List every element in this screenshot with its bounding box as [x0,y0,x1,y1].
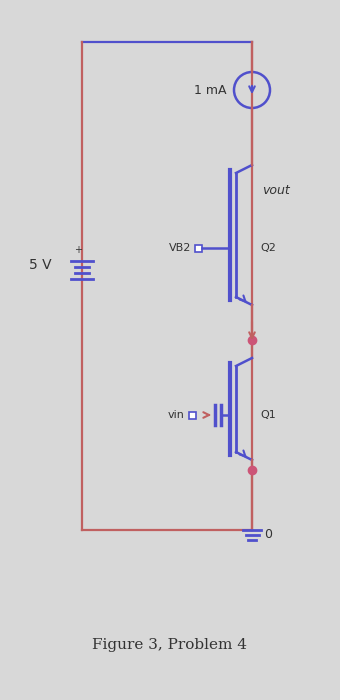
Text: 0: 0 [264,528,272,542]
Text: 1 mA: 1 mA [193,83,226,97]
Bar [195,244,202,251]
Bar [189,412,196,419]
Text: 5 V: 5 V [29,258,52,272]
Text: Q2: Q2 [260,243,276,253]
Text: Figure 3, Problem 4: Figure 3, Problem 4 [92,638,248,652]
Text: vin: vin [168,410,185,420]
Text: VB2: VB2 [169,243,191,253]
Text: vout: vout [262,183,290,197]
Text: +: + [74,245,82,255]
Text: Q1: Q1 [260,410,276,420]
